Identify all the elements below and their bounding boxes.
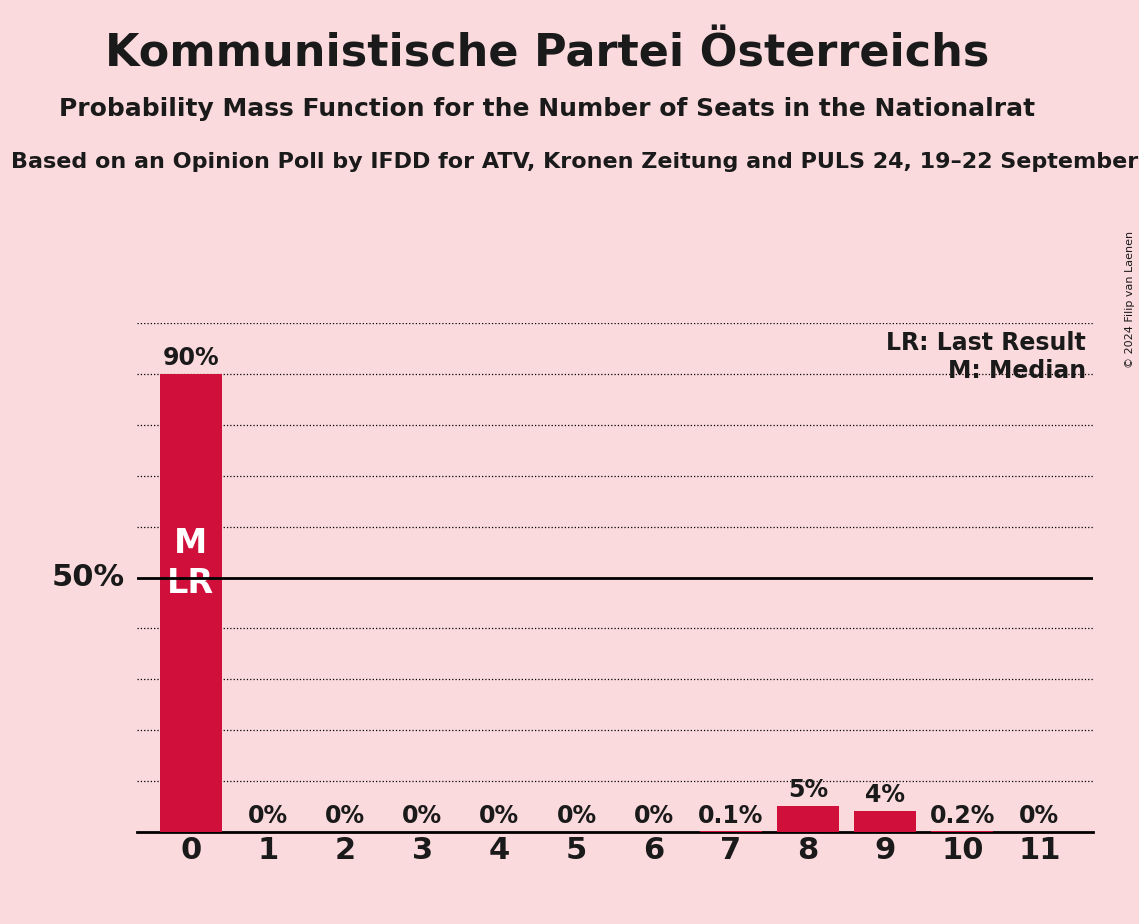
Text: Probability Mass Function for the Number of Seats in the Nationalrat: Probability Mass Function for the Number… — [58, 97, 1035, 121]
Text: LR: LR — [167, 567, 214, 601]
Text: 0.2%: 0.2% — [929, 804, 995, 828]
Text: 4%: 4% — [866, 784, 906, 808]
Text: M: Median: M: Median — [948, 359, 1085, 383]
Text: M: M — [174, 527, 207, 560]
Text: 0%: 0% — [1019, 804, 1059, 828]
Text: 0%: 0% — [557, 804, 597, 828]
Text: Kommunistische Partei Österreichs: Kommunistische Partei Österreichs — [105, 32, 989, 76]
Text: 0%: 0% — [325, 804, 366, 828]
Text: 5%: 5% — [788, 778, 828, 802]
Text: 0.1%: 0.1% — [698, 804, 763, 828]
Text: Based on an Opinion Poll by IFDD for ATV, Kronen Zeitung and PULS 24, 19–22 Sept: Based on an Opinion Poll by IFDD for ATV… — [11, 152, 1139, 173]
Bar — [777, 806, 838, 832]
Text: 50%: 50% — [52, 563, 125, 592]
Text: 0%: 0% — [480, 804, 519, 828]
Bar — [854, 811, 916, 832]
Text: 0%: 0% — [633, 804, 673, 828]
Text: 90%: 90% — [163, 346, 219, 371]
Text: 0%: 0% — [402, 804, 442, 828]
Bar — [159, 374, 222, 832]
Text: © 2024 Filip van Laenen: © 2024 Filip van Laenen — [1125, 231, 1134, 368]
Text: LR: Last Result: LR: Last Result — [886, 331, 1085, 355]
Text: 0%: 0% — [248, 804, 288, 828]
Bar — [932, 831, 993, 832]
